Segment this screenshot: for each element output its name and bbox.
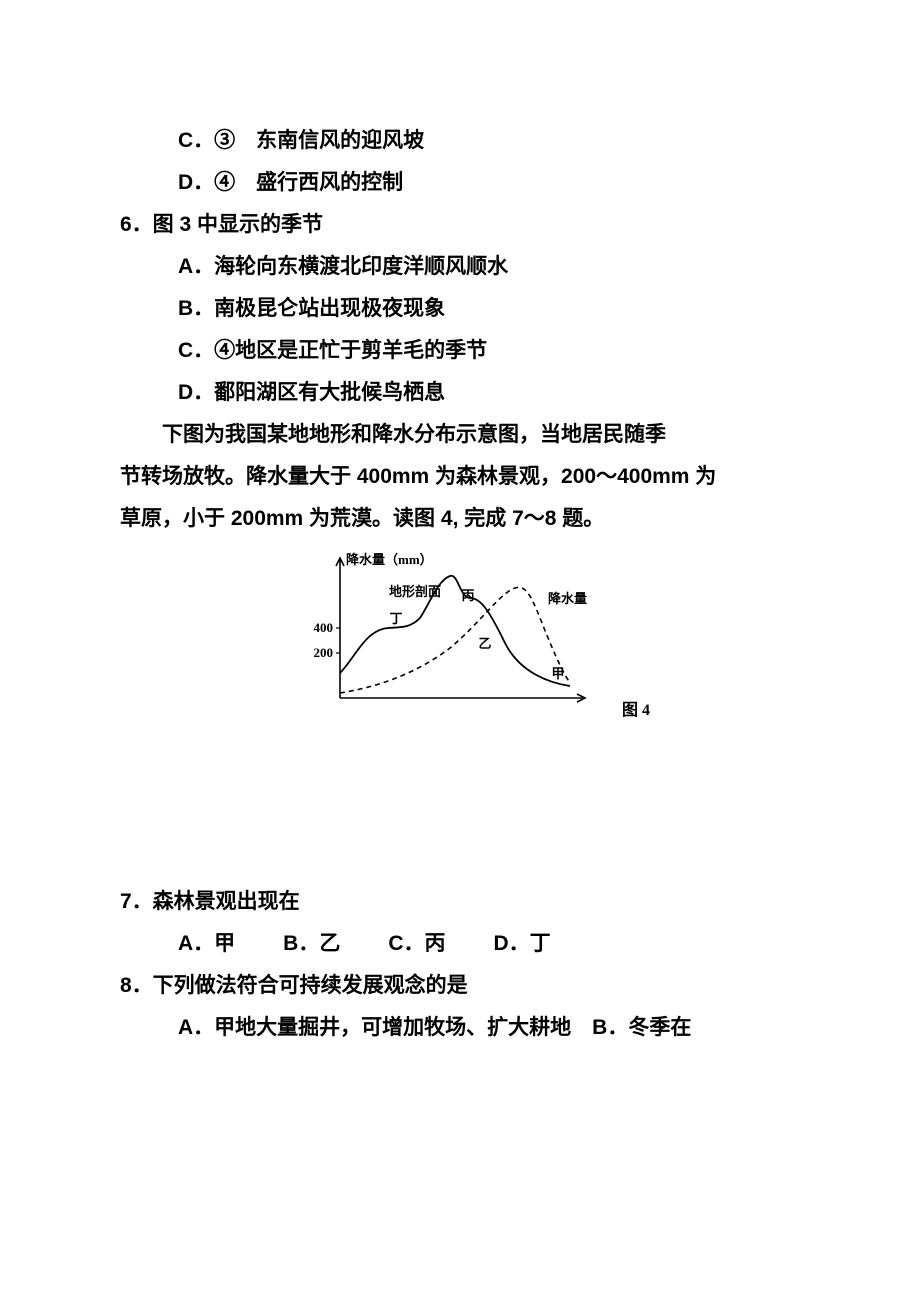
svg-text:丙: 丙 <box>461 588 474 603</box>
figure-4: 400200降水量（mm）地形剖面降水量丁丙乙甲 图 4 <box>310 548 610 733</box>
intro-line1: 下图为我国某地地形和降水分布示意图，当地居民随季 <box>120 414 800 456</box>
q7-option-a: A．甲 <box>178 923 235 965</box>
svg-text:200: 200 <box>314 645 334 660</box>
q7-option-d: D．丁 <box>494 923 551 965</box>
q8-stem: 8．下列做法符合可持续发展观念的是 <box>120 965 800 1007</box>
spacer <box>120 741 800 881</box>
intro-line2: 节转场放牧。降水量大于 400mm 为森林景观，200～400mm 为 <box>120 456 800 498</box>
q6-option-a: A．海轮向东横渡北印度洋顺风顺水 <box>120 246 800 288</box>
q5-option-d: D．④ 盛行西风的控制 <box>120 162 800 204</box>
intro-line3: 草原，小于 200mm 为荒漠。读图 4, 完成 7～8 题。 <box>120 498 800 540</box>
svg-text:降水量（mm）: 降水量（mm） <box>346 552 433 567</box>
q7-option-b: B．乙 <box>283 923 340 965</box>
q6-option-c: C．④地区是正忙于剪羊毛的季节 <box>120 330 800 372</box>
q5-option-c: C．③ 东南信风的迎风坡 <box>120 120 800 162</box>
q7-stem: 7．森林景观出现在 <box>120 881 800 923</box>
svg-text:乙: 乙 <box>478 636 491 651</box>
figure-4-wrap: 400 200 降水量（mm） 地形剖面 降水量丁 丙乙甲 图 4 <box>120 548 800 733</box>
svg-text:地形剖面: 地形剖面 <box>389 584 441 599</box>
q7-options: A．甲 B．乙 C．丙 D．丁 <box>120 923 800 965</box>
svg-text:400: 400 <box>314 620 334 635</box>
figure-4-label: 图 4 <box>622 695 650 727</box>
svg-text:降水量: 降水量 <box>548 591 587 606</box>
figure-4-svg: 400 200 降水量（mm） 地形剖面 降水量丁 丙乙甲 <box>310 548 610 718</box>
q6-option-b: B．南极昆仑站出现极夜现象 <box>120 288 800 330</box>
svg-text:甲: 甲 <box>551 666 564 681</box>
q8-option-a: A．甲地大量掘井，可增加牧场、扩大耕地 B．冬季在 <box>120 1007 800 1049</box>
q6-stem: 6．图 3 中显示的季节 <box>120 204 800 246</box>
q7-option-c: C．丙 <box>388 923 445 965</box>
svg-text:丁: 丁 <box>389 611 402 626</box>
exam-page: C．③ 东南信风的迎风坡 D．④ 盛行西风的控制 6．图 3 中显示的季节 A．… <box>0 0 920 1129</box>
q6-option-d: D．鄱阳湖区有大批候鸟栖息 <box>120 372 800 414</box>
